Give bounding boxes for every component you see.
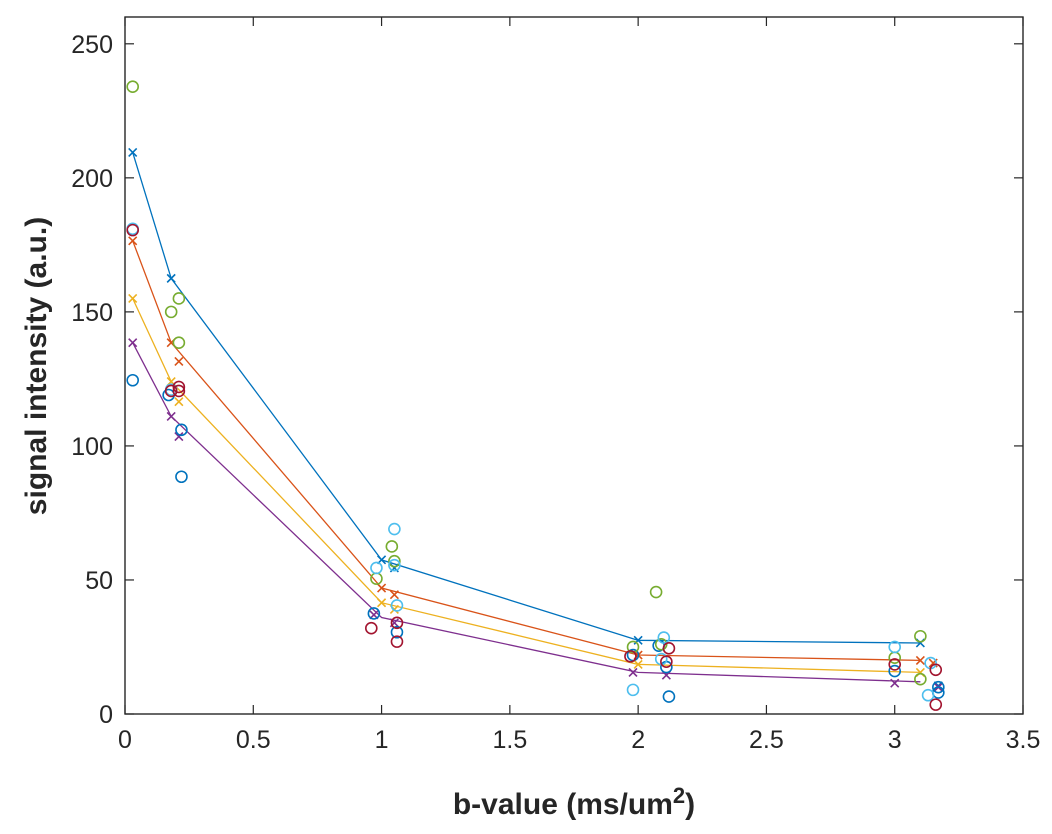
- observed-4-point: [172, 384, 186, 398]
- fit-1-marker: [166, 273, 176, 283]
- observed-2-point: [654, 637, 668, 651]
- y-tick-label: 200: [71, 165, 113, 193]
- observed-4-point: [929, 663, 943, 677]
- observed-2-point: [172, 336, 186, 350]
- y-axis-ticks: 0 50 100 150 200 250: [71, 31, 1023, 729]
- observed-3-point: [626, 683, 640, 697]
- observed-4-point: [888, 658, 902, 671]
- fit-3-marker: [377, 598, 387, 608]
- y-tick-label: 50: [85, 567, 113, 595]
- observed-4-point: [126, 223, 139, 237]
- fit-4-line: [132, 342, 921, 683]
- observed-markers: [126, 80, 945, 711]
- y-tick-label: 250: [71, 31, 113, 59]
- fit-2-marker: [377, 583, 387, 593]
- fit-4-marker: [890, 678, 900, 688]
- fit-3-marker: [633, 659, 643, 669]
- observed-1-point: [175, 423, 188, 437]
- fit-2-marker: [128, 236, 138, 246]
- fit-3-marker: [128, 293, 138, 304]
- observed-2-point: [388, 554, 401, 568]
- y-tick-label: 0: [99, 701, 113, 729]
- x-tick-label: 1: [375, 726, 389, 754]
- y-tick-label: 100: [71, 433, 113, 461]
- x-tick-label: 0.5: [236, 726, 271, 754]
- x-tick-label: 0: [118, 726, 132, 754]
- observed-4-point: [390, 635, 404, 648]
- observed-3-point: [390, 599, 404, 612]
- observed-4-point: [365, 621, 378, 635]
- observed-2-point: [172, 292, 186, 305]
- observed-1-point: [662, 690, 676, 703]
- observed-2-point: [626, 640, 640, 654]
- observed-4-point: [660, 655, 673, 669]
- observed-2-point: [914, 629, 927, 643]
- x-axis-title: b-value (ms/um2): [453, 783, 695, 821]
- x-tick-label: 3: [888, 726, 902, 754]
- fit-2-marker: [174, 356, 184, 367]
- fit-4-marker: [628, 667, 638, 678]
- y-axis-title: signal intensity (a.u.): [20, 217, 53, 515]
- x-tick-label: 2.5: [749, 726, 784, 754]
- observed-3-point: [388, 522, 401, 536]
- fit-4-marker: [128, 338, 138, 348]
- observed-2-point: [164, 305, 178, 319]
- observed-4-point: [662, 642, 676, 655]
- fit-3-marker: [174, 397, 184, 407]
- observed-2-point: [914, 672, 927, 686]
- observed-1-point: [126, 373, 139, 387]
- observed-1-point: [367, 607, 381, 620]
- observed-2-point: [126, 80, 139, 93]
- x-tick-label: 1.5: [492, 726, 527, 754]
- fit-4-marker: [166, 411, 176, 422]
- observed-4-point: [929, 698, 943, 711]
- plot-frame: [124, 16, 1024, 715]
- observed-1-point: [932, 680, 945, 694]
- observed-4-point: [172, 380, 186, 394]
- fit-2-marker: [389, 590, 399, 600]
- observed-1-point: [175, 470, 188, 484]
- plot-area: [125, 17, 1023, 714]
- observed-3-point: [921, 688, 935, 702]
- x-tick-label: 3.5: [1006, 726, 1041, 754]
- fit-2-marker: [915, 655, 925, 665]
- observed-3-point: [370, 561, 383, 575]
- observed-2-point: [385, 540, 399, 553]
- fit-4-marker: [174, 431, 184, 442]
- observed-4-point: [164, 384, 178, 398]
- observed-1-point: [888, 664, 902, 678]
- observed-4-point: [624, 650, 637, 663]
- observed-4-point: [390, 616, 404, 630]
- y-tick-label: 150: [71, 299, 113, 327]
- x-tick-label: 2: [631, 726, 645, 754]
- observed-3-point: [388, 558, 401, 572]
- observed-1-point: [390, 625, 404, 639]
- observed-2-point: [649, 585, 663, 599]
- observed-3-point: [657, 631, 671, 644]
- fit-1-marker: [128, 147, 138, 157]
- x-axis-ticks: 0 0.5 1 1.5 2 2.5 3 3.5: [118, 17, 1040, 754]
- observed-3-point: [888, 640, 902, 654]
